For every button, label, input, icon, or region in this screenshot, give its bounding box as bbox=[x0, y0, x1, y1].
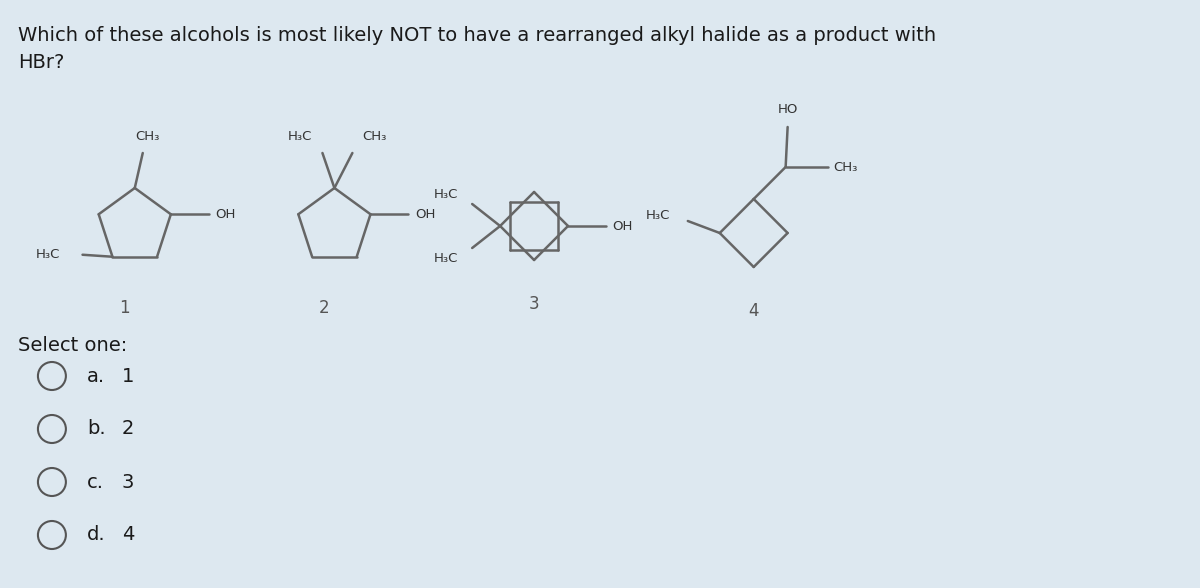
Text: 2: 2 bbox=[319, 299, 330, 317]
Text: Select one:: Select one: bbox=[18, 336, 127, 355]
Text: 4: 4 bbox=[749, 302, 758, 320]
Text: d.: d. bbox=[86, 526, 106, 544]
Text: b.: b. bbox=[86, 419, 106, 439]
Text: OH: OH bbox=[216, 208, 236, 220]
Text: H₃C: H₃C bbox=[434, 252, 458, 265]
Text: OH: OH bbox=[415, 208, 436, 220]
Text: CH₃: CH₃ bbox=[833, 161, 858, 173]
Text: OH: OH bbox=[613, 219, 634, 232]
Text: H₃C: H₃C bbox=[434, 188, 458, 201]
Text: HBr?: HBr? bbox=[18, 53, 65, 72]
Text: c.: c. bbox=[86, 473, 104, 492]
Text: Which of these alcohols is most likely NOT to have a rearranged alkyl halide as : Which of these alcohols is most likely N… bbox=[18, 26, 936, 45]
Text: 4: 4 bbox=[121, 526, 134, 544]
Text: HO: HO bbox=[778, 102, 798, 115]
Text: CH₃: CH₃ bbox=[362, 129, 386, 142]
Text: H₃C: H₃C bbox=[36, 248, 60, 261]
Text: CH₃: CH₃ bbox=[136, 129, 160, 142]
Text: a.: a. bbox=[86, 366, 104, 386]
Text: 3: 3 bbox=[121, 473, 134, 492]
Text: H₃C: H₃C bbox=[288, 129, 312, 142]
Text: 1: 1 bbox=[120, 299, 130, 317]
Text: H₃C: H₃C bbox=[646, 209, 670, 222]
Text: 1: 1 bbox=[121, 366, 134, 386]
Text: 2: 2 bbox=[121, 419, 134, 439]
Text: 3: 3 bbox=[529, 295, 539, 313]
